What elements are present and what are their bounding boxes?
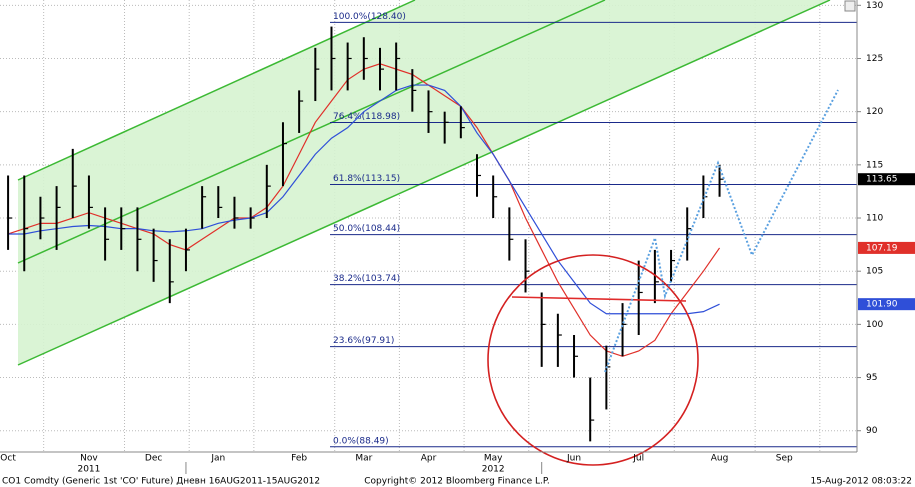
x-tick-label: Mar [355,454,372,464]
marks [7,26,724,442]
x-tick-label: Dec [145,454,162,464]
channel-upper [17,0,416,181]
channel-middle [17,0,606,264]
footer-left: CO1 Comdty (Generic 1st 'CO' Future) Дне… [2,477,320,487]
neckline [511,296,687,302]
last-value-box [858,298,915,311]
fib-label: 38.2%(103.74) [333,274,400,284]
fib-label: 50.0%(108.44) [333,224,400,234]
x-tick-label: May [484,454,503,464]
year-label: 2011 [77,465,100,475]
menu-icon[interactable] [844,0,856,12]
y-tick-label: 120 [866,107,883,117]
x-tick-label: Sep [776,454,793,464]
last-value-box [858,241,915,254]
fib-label: 61.8%(113.15) [333,174,400,184]
fib-label: 100.0%(128.40) [333,12,406,22]
x-tick-label: Jul [632,454,644,464]
fib-levels: 100.0%(128.40) 76.4%(118.98) 61.8%(113.15)… [330,12,857,448]
x-tick-label: Oct [0,454,16,464]
last-value-label: 107.19 [866,243,898,253]
projection [604,89,839,373]
x-tick-label: Apr [421,454,437,464]
footer-center: Copyright© 2012 Bloomberg Finance L.P. [364,477,549,487]
channel-lower [17,0,831,366]
year-label: 2012 [482,465,505,475]
y-tick-label: 110 [866,214,883,224]
y-tick-label: 95 [866,373,877,383]
x-tick-label: Aug [711,454,729,464]
footer-right: 15-Aug-2012 08:03:22 [810,477,912,487]
x-tick-label: Jun [566,454,581,464]
fib-label: 0.0%(88.49) [333,436,389,446]
y-tick-label: 100 [866,320,883,330]
axes: 90 95 100 105 110 115 120 125 130 Oct Nov Dec Jan Feb… [0,1,915,475]
y-tick-label: 105 [866,267,883,277]
x-tick-label: Feb [291,454,307,464]
y-tick-label: 115 [866,160,883,170]
circle-annotation [487,254,699,466]
x-tick-label: Nov [80,454,98,464]
last-value-label: 101.90 [866,300,898,310]
fib-label: 23.6%(97.91) [333,336,394,346]
y-tick-label: 130 [866,1,883,11]
ma-line [8,84,720,315]
y-tick-label: 90 [866,426,878,436]
y-tick-label: 125 [866,54,883,64]
last-value-label: 113.65 [866,175,898,185]
last-value-box [858,173,915,186]
x-tick-label: Jan [210,454,225,464]
fib-label: 76.4%(118.98) [333,112,400,122]
